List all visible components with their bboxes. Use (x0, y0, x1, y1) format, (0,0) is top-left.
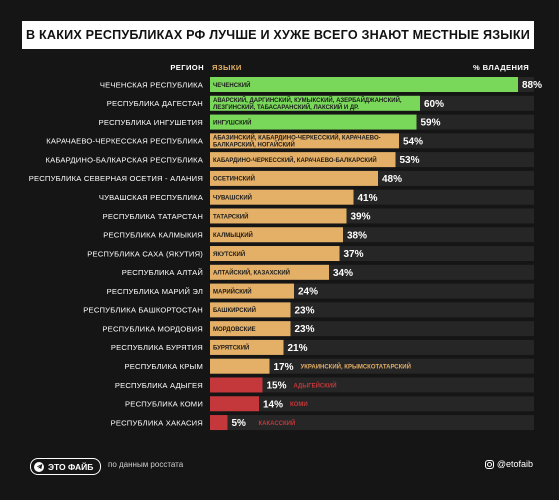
language-label: КАКАССКИЙ (259, 419, 296, 427)
value-label: 17% (274, 362, 294, 373)
social-handle[interactable]: @etofaib (484, 459, 533, 469)
bar (210, 208, 347, 224)
brand-name: ЭТО ФАЙБ (48, 461, 94, 472)
language-label: КОМИ (290, 402, 308, 408)
bar-chart: ЧЕЧЕНСКАЯ РЕСПУБЛИКА ЧЕЧЕНСКИЙ 88% РЕСПУБЛИ… (29, 77, 542, 431)
bar (210, 321, 291, 337)
region-label: РЕСПУБЛИКА АДЫГЕЯ (115, 381, 203, 390)
region-label: РЕСПУБЛИКА ИНГУШЕТИЯ (99, 118, 203, 127)
telegram-icon (34, 461, 44, 472)
value-label: 23% (295, 324, 315, 335)
value-label: 37% (344, 249, 364, 260)
region-label: РЕСПУБЛИКА САХА (ЯКУТИЯ) (87, 249, 203, 258)
language-label: ТАТАРСКИЙ (213, 212, 248, 220)
language-label: БУРЯТСКИЙ (213, 344, 249, 352)
bar (210, 415, 228, 431)
bar (210, 114, 417, 130)
source-note: по данным росстата (108, 460, 184, 469)
language-label: АЛТАЙСКИЙ, КАЗАХСКИЙ (213, 269, 290, 277)
instagram-icon (484, 459, 494, 469)
bar-track (210, 302, 534, 318)
region-label: РЕСПУБЛИКА БАШКОРТОСТАН (83, 306, 203, 315)
bar (210, 396, 259, 412)
value-label: 88% (522, 80, 542, 91)
region-label: РЕСПУБЛИКА БУРЯТИЯ (111, 343, 203, 352)
value-label: 48% (382, 174, 402, 185)
region-label: РЕСПУБЛИКА ТАТАРСТАН (103, 212, 203, 221)
bar-track (210, 377, 534, 393)
value-label: 39% (351, 212, 371, 223)
value-label: 15% (267, 381, 287, 392)
region-label: ЧЕЧЕНСКАЯ РЕСПУБЛИКА (100, 80, 204, 89)
bar (210, 77, 518, 92)
brand-badge[interactable]: ЭТО ФАЙБ (30, 458, 102, 475)
language-label: АДЫГЕЙСКИЙ (294, 381, 337, 389)
bar-track (210, 415, 534, 431)
language-label: МАРИЙСКИЙ (213, 287, 252, 295)
language-label: МОРДОВСКИЕ (213, 327, 256, 333)
language-label: БАШКИРСКИЙ (213, 306, 256, 314)
region-label: РЕСПУБЛИКА АЛТАЙ (122, 268, 203, 277)
bar (210, 358, 270, 374)
value-label: 38% (347, 230, 367, 241)
region-label: РЕСПУБЛИКА КАЛМЫКИЯ (103, 231, 203, 240)
language-label: УКРАИНСКИЙ, КРЫМСКОТАТАРСКИЙ (301, 363, 411, 371)
region-label: РЕСПУБЛИКА СЕВЕРНАЯ ОСЕТИЯ - АЛАНИЯ (29, 174, 203, 183)
value-label: 24% (298, 287, 318, 298)
value-label: 5% (232, 418, 247, 429)
region-label: КАРАЧАЕВО-ЧЕРКЕССКАЯ РЕСПУБЛИКА (46, 137, 203, 146)
bar (210, 152, 396, 168)
bar (210, 264, 329, 280)
bar-track (210, 321, 534, 337)
value-label: 41% (358, 193, 378, 204)
region-label: РЕСПУБЛИКА КОМИ (125, 400, 203, 409)
header-languages: ЯЗЫКИ (212, 63, 242, 72)
region-label: ЧУВАШСКАЯ РЕСПУБЛИКА (99, 193, 204, 202)
value-label: 14% (263, 399, 283, 410)
bar (210, 377, 263, 393)
bar (210, 227, 343, 243)
region-label: РЕСПУБЛИКА МАРИЙ ЭЛ (107, 287, 203, 296)
value-label: 23% (295, 305, 315, 316)
language-label: ИНГУШСКИЙ (213, 118, 251, 126)
language-label: КАБАРДИНО-ЧЕРКЕССКИЙ, КАРАЧАЕВО-БАЛКАРСК… (213, 156, 377, 164)
chart-title: В КАКИХ РЕСПУБЛИКАХ РФ ЛУЧШЕ И ХУЖЕ ВСЕГ… (22, 21, 534, 49)
value-label: 60% (424, 99, 444, 110)
language-label: ЧЕЧЕНСКИЙ (213, 81, 250, 89)
region-label: РЕСПУБЛИКА ДАГЕСТАН (107, 99, 203, 108)
value-label: 21% (288, 343, 308, 354)
language-label: ЧУВАШСКИЙ (213, 193, 252, 201)
language-label: АВАРСКИЙ, ДАРГИНСКИЙ, КУМЫКСКИЙ, АЗЕРБАЙ… (213, 96, 402, 104)
value-label: 34% (333, 268, 353, 279)
value-label: 53% (400, 155, 420, 166)
bar (210, 339, 284, 355)
language-label: КАЛМЫЦКИЙ (213, 231, 253, 239)
bar (210, 95, 420, 111)
bar (210, 283, 294, 299)
bar (210, 133, 399, 149)
language-label: АБАЗИНСКИЙ, КАБАРДИНО-ЧЕРКЕССКИЙ, КАРАЧА… (213, 133, 381, 141)
language-label: ЛЕЗГИНСКИЙ, ТАБАСАРАНСКИЙ, ЛАКСКИЙ И ДР. (213, 103, 359, 111)
bar-track (210, 396, 534, 412)
region-label: КАБАРДИНО-БАЛКАРСКАЯ РЕСПУБЛИКА (45, 155, 203, 164)
region-label: РЕСПУБЛИКА КРЫМ (125, 362, 203, 371)
region-label: РЕСПУБЛИКА МОРДОВИЯ (102, 324, 203, 333)
handle-text: @etofaib (496, 459, 533, 469)
value-label: 59% (421, 118, 441, 129)
bar (210, 170, 378, 186)
bar (210, 302, 291, 318)
bar-track (210, 358, 534, 374)
bar (210, 246, 340, 262)
language-label: ЯКУТСКИЙ (213, 250, 245, 258)
region-label: РЕСПУБЛИКА ХАКАСИЯ (111, 418, 203, 427)
bar-track (210, 339, 534, 355)
language-label: БАЛКАРСКИЙ, НОГАЙСКИЙ (213, 140, 295, 148)
header-percent: % ВЛАДЕНИЯ (473, 63, 530, 72)
language-label: ОСЕТИНСКИЙ (213, 175, 255, 183)
header-region: РЕГИОН (170, 63, 204, 72)
bar (210, 189, 354, 205)
value-label: 54% (403, 136, 423, 147)
